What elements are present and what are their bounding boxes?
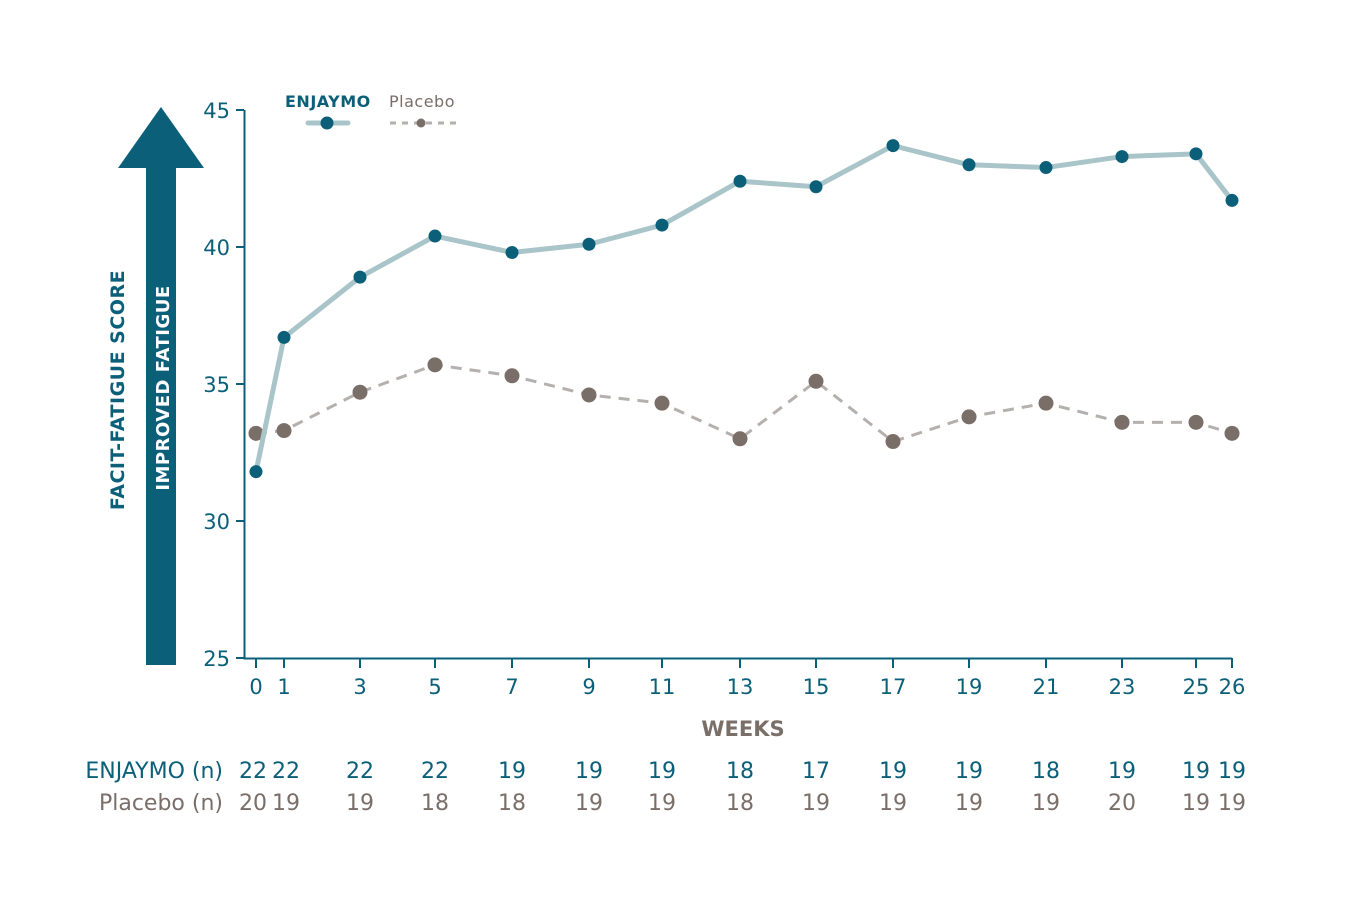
x-tick-label: 17 [880, 675, 907, 699]
n-value-enjaymo: 18 [1032, 759, 1060, 784]
n-value-placebo: 18 [421, 791, 449, 816]
n-table: ENJAYMO (n) Placebo (n) 22 22 22 22 19 19 19 18… [85, 759, 1246, 816]
placebo-point [654, 395, 670, 411]
enjaymo-point [1189, 147, 1203, 161]
legend-enjaymo-label: ENJAYMO [285, 92, 371, 111]
placebo-point [1188, 414, 1204, 430]
n-value-enjaymo: 22 [421, 759, 449, 784]
x-ticks: 0 1 3 5 7 9 11 13 15 17 19 21 23 25 26 [249, 658, 1245, 699]
placebo-point [248, 425, 264, 441]
n-value-enjaymo: 19 [1108, 759, 1136, 784]
placebo-point [885, 434, 901, 450]
n-value-placebo: 18 [498, 791, 526, 816]
placebo-point [504, 368, 520, 384]
n-value-placebo: 19 [346, 791, 374, 816]
n-value-enjaymo: 22 [239, 759, 267, 784]
x-tick-label: 21 [1033, 675, 1060, 699]
n-value-placebo: 19 [1218, 791, 1246, 816]
n-value-placebo: 20 [1108, 791, 1136, 816]
n-value-placebo: 19 [272, 791, 300, 816]
n-value-placebo: 19 [879, 791, 907, 816]
x-tick-label: 13 [727, 675, 754, 699]
enjaymo-point [428, 229, 442, 243]
n-value-placebo: 19 [575, 791, 603, 816]
x-tick-label: 5 [428, 675, 441, 699]
placebo-point [427, 357, 443, 373]
axes [243, 110, 1232, 660]
enjaymo-point [1039, 161, 1053, 175]
n-value-placebo: 19 [802, 791, 830, 816]
enjaymo-point [582, 237, 596, 251]
y-tick-label: 35 [203, 373, 230, 397]
n-row-label-enjaymo: ENJAYMO (n) [85, 759, 223, 784]
x-tick-label: 19 [956, 675, 983, 699]
y-tick-label: 25 [203, 647, 230, 671]
x-axis-title: WEEKS [701, 717, 784, 741]
placebo-point [808, 373, 824, 389]
placebo-point [1224, 425, 1240, 441]
n-value-enjaymo: 19 [955, 759, 983, 784]
placebo-point [1038, 395, 1054, 411]
n-value-enjaymo: 19 [1182, 759, 1210, 784]
x-tick-label: 11 [649, 675, 676, 699]
enjaymo-point [886, 139, 900, 153]
placebo-point [732, 431, 748, 447]
n-value-enjaymo: 19 [575, 759, 603, 784]
enjaymo-point [505, 245, 519, 259]
y-tick-label: 45 [203, 99, 230, 123]
n-row-label-placebo: Placebo (n) [99, 791, 223, 816]
y-tick-label: 40 [203, 236, 230, 260]
x-tick-label: 1 [277, 675, 290, 699]
improved-fatigue-arrow: IMPROVED FATIGUE [118, 107, 204, 665]
n-value-placebo: 18 [726, 791, 754, 816]
enjaymo-point [962, 158, 976, 172]
n-value-placebo: 19 [955, 791, 983, 816]
placebo-point [276, 423, 292, 439]
enjaymo-point [1115, 150, 1129, 164]
x-tick-label: 25 [1183, 675, 1210, 699]
n-value-enjaymo: 19 [648, 759, 676, 784]
placebo-point [961, 409, 977, 425]
n-value-placebo: 19 [1182, 791, 1210, 816]
enjaymo-line [253, 143, 1234, 473]
n-value-enjaymo: 22 [272, 759, 300, 784]
n-value-enjaymo: 19 [1218, 759, 1246, 784]
x-tick-label: 0 [249, 675, 262, 699]
x-tick-label: 26 [1219, 675, 1246, 699]
enjaymo-point [249, 465, 263, 479]
x-tick-label: 3 [353, 675, 366, 699]
n-value-enjaymo: 17 [802, 759, 830, 784]
n-value-enjaymo: 19 [498, 759, 526, 784]
n-value-enjaymo: 19 [879, 759, 907, 784]
enjaymo-point [277, 330, 291, 344]
legend-placebo-label: Placebo [389, 92, 455, 111]
legend: ENJAYMO Placebo [285, 92, 458, 130]
n-value-placebo: 20 [239, 791, 267, 816]
n-value-enjaymo: 22 [346, 759, 374, 784]
y-ticks: 25 30 35 40 45 [203, 99, 244, 671]
n-value-enjaymo: 18 [726, 759, 754, 784]
enjaymo-point [655, 218, 669, 232]
x-tick-label: 7 [505, 675, 518, 699]
x-tick-label: 15 [803, 675, 830, 699]
enjaymo-point [809, 180, 823, 194]
legend-enjaymo-marker [320, 116, 334, 130]
y-axis-title: FACIT-FATIGUE SCORE [107, 270, 129, 510]
enjaymo-point [353, 270, 367, 284]
n-value-placebo: 19 [1032, 791, 1060, 816]
x-tick-label: 9 [582, 675, 595, 699]
legend-placebo-marker [416, 118, 426, 128]
placebo-point [352, 384, 368, 400]
n-value-placebo: 19 [648, 791, 676, 816]
placebo-point [581, 387, 597, 403]
series-layer [248, 139, 1240, 479]
y-tick-label: 30 [203, 510, 230, 534]
enjaymo-point [1225, 193, 1239, 207]
x-tick-label: 23 [1109, 675, 1136, 699]
enjaymo-point [733, 174, 747, 188]
improved-fatigue-label: IMPROVED FATIGUE [153, 285, 174, 490]
placebo-line [255, 363, 1233, 444]
placebo-point [1114, 414, 1130, 430]
